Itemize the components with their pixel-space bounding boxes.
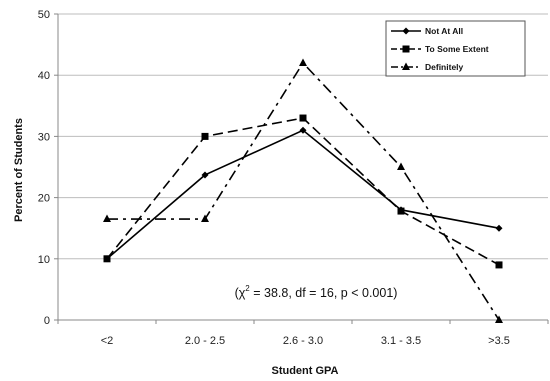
x-tick-label-0: <2 — [101, 335, 114, 347]
legend-marker-definitely — [402, 62, 410, 70]
series-line-definitely — [107, 61, 500, 321]
legend-label-to-some-extent: To Some Extent — [425, 44, 489, 54]
series-group — [103, 58, 503, 323]
y-tick-label-0: 0 — [44, 315, 50, 327]
data-point-definitely-4 — [495, 315, 503, 323]
data-point-to-some-extent-2 — [299, 114, 307, 122]
y-tick-label-10: 10 — [38, 254, 50, 266]
legend-item-not-at-all: Not At All — [391, 26, 463, 36]
annotation-prefix: (χ — [235, 286, 246, 300]
data-point-definitely-3 — [397, 162, 405, 170]
data-point-definitely-2 — [299, 58, 307, 66]
series-definitely — [103, 58, 503, 323]
y-tick-label-30: 30 — [38, 131, 50, 143]
legend-marker-not-at-all — [402, 27, 410, 35]
legend-item-definitely: Definitely — [391, 62, 464, 72]
y-tick-label-20: 20 — [38, 193, 50, 205]
legend-item-to-some-extent: To Some Extent — [391, 44, 489, 54]
series-not-at-all — [103, 126, 503, 263]
data-point-to-some-extent-4 — [495, 261, 503, 269]
legend-label-definitely: Definitely — [425, 62, 464, 72]
y-axis-title: Percent of Students — [13, 118, 25, 222]
y-tick-label-40: 40 — [38, 70, 50, 82]
annotation-suffix: = 38.8, df = 16, p < 0.001) — [250, 286, 398, 300]
legend-label-not-at-all: Not At All — [425, 26, 463, 36]
legend: Not At All To Some Extent Definitely — [385, 20, 526, 77]
legend-marker-to-some-extent — [402, 45, 410, 53]
data-point-to-some-extent-3 — [397, 207, 405, 215]
x-axis-title: Student GPA — [271, 365, 338, 377]
y-tick-label-50: 50 — [38, 9, 50, 21]
y-tick-labels: 0 10 20 30 40 50 — [38, 9, 50, 327]
annotation-superscript: 2 — [245, 284, 250, 293]
data-point-definitely-0 — [103, 214, 111, 223]
data-point-not-at-all-1 — [201, 171, 209, 179]
x-tick-label-2: 2.6 - 3.0 — [283, 335, 323, 347]
series-line-to-some-extent — [106, 117, 500, 266]
data-point-to-some-extent-0 — [103, 255, 111, 263]
x-tick-label-1: 2.0 - 2.5 — [185, 335, 225, 347]
chi-square-annotation: (χ2 = 38.8, df = 16, p < 0.001) — [235, 284, 398, 300]
data-point-not-at-all-4 — [495, 224, 503, 232]
x-tick-label-4: >3.5 — [488, 335, 510, 347]
x-tick-labels: <2 2.0 - 2.5 2.6 - 3.0 3.1 - 3.5 >3.5 — [101, 335, 510, 347]
data-point-definitely-1 — [201, 214, 209, 223]
series-to-some-extent — [103, 114, 503, 269]
data-point-not-at-all-2 — [299, 126, 307, 134]
series-line-not-at-all — [106, 129, 500, 260]
data-point-to-some-extent-1 — [201, 132, 209, 140]
axes — [54, 13, 549, 324]
x-tick-label-3: 3.1 - 3.5 — [381, 335, 421, 347]
